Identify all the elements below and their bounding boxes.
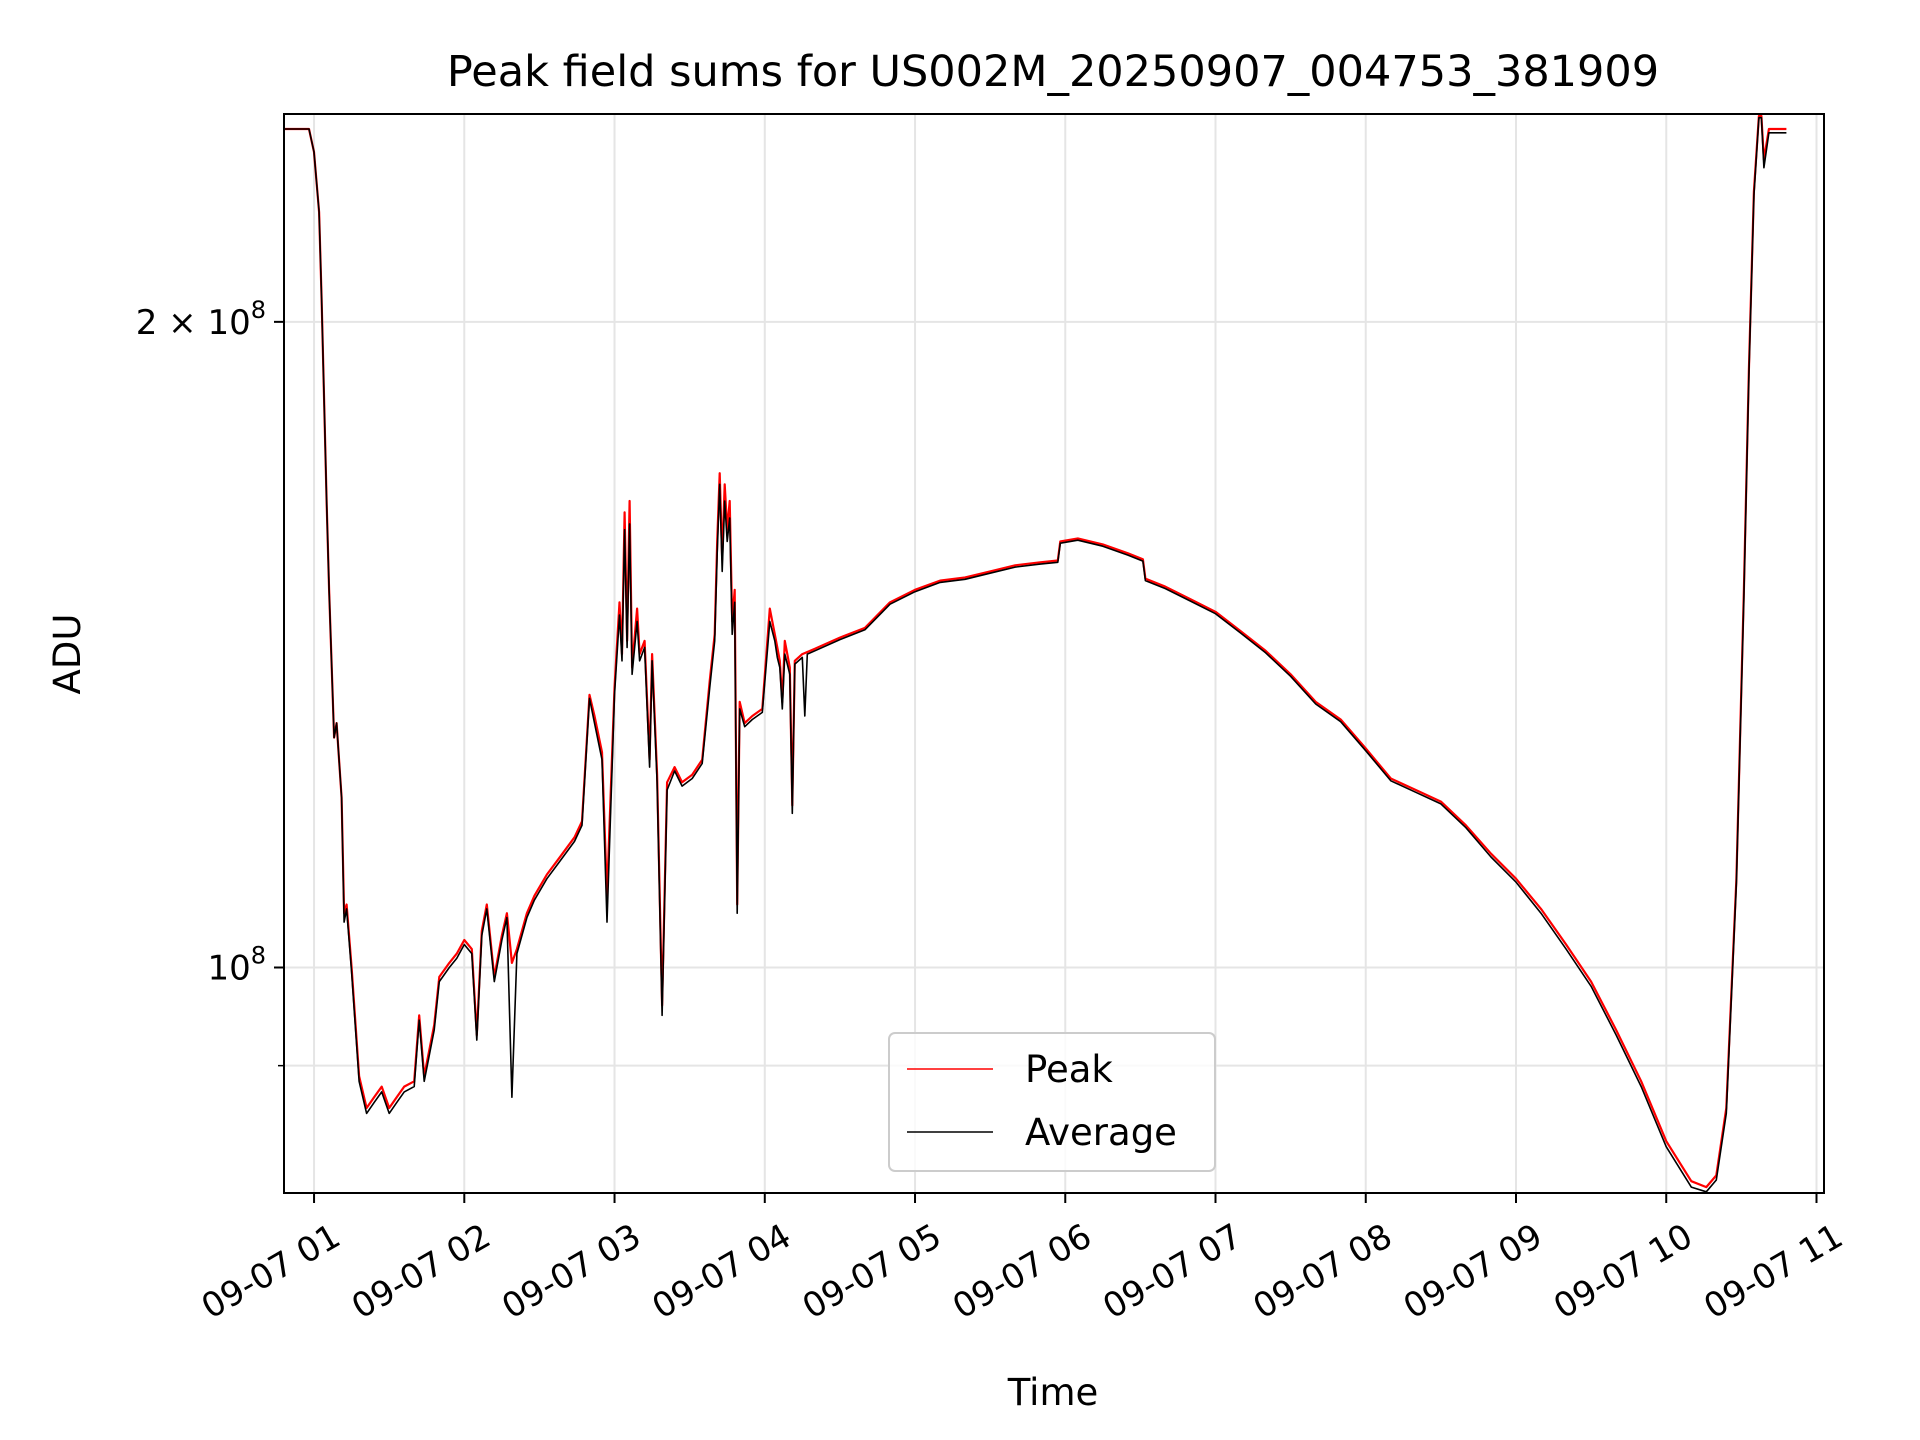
y-axis: 2 × 108 108 xyxy=(136,296,284,1067)
grid xyxy=(284,114,1824,1193)
plot-area xyxy=(284,114,1787,1193)
legend: Peak Average xyxy=(888,1032,1216,1172)
legend-average-label: Average xyxy=(1025,1111,1177,1154)
y-tick-label: 108 xyxy=(207,942,266,989)
legend-box xyxy=(888,1032,1216,1172)
legend-peak-label: Peak xyxy=(1025,1048,1113,1091)
y-axis-label: ADU xyxy=(46,614,89,695)
y-tick-label: 2 × 108 xyxy=(136,296,266,343)
chart-title: Peak field sums for US002M_20250907_0047… xyxy=(447,47,1659,97)
series-layer xyxy=(284,114,1787,1193)
average-line xyxy=(284,116,1787,1193)
x-axis-label: Time xyxy=(1007,1371,1099,1414)
plot-frame xyxy=(283,113,1825,1194)
